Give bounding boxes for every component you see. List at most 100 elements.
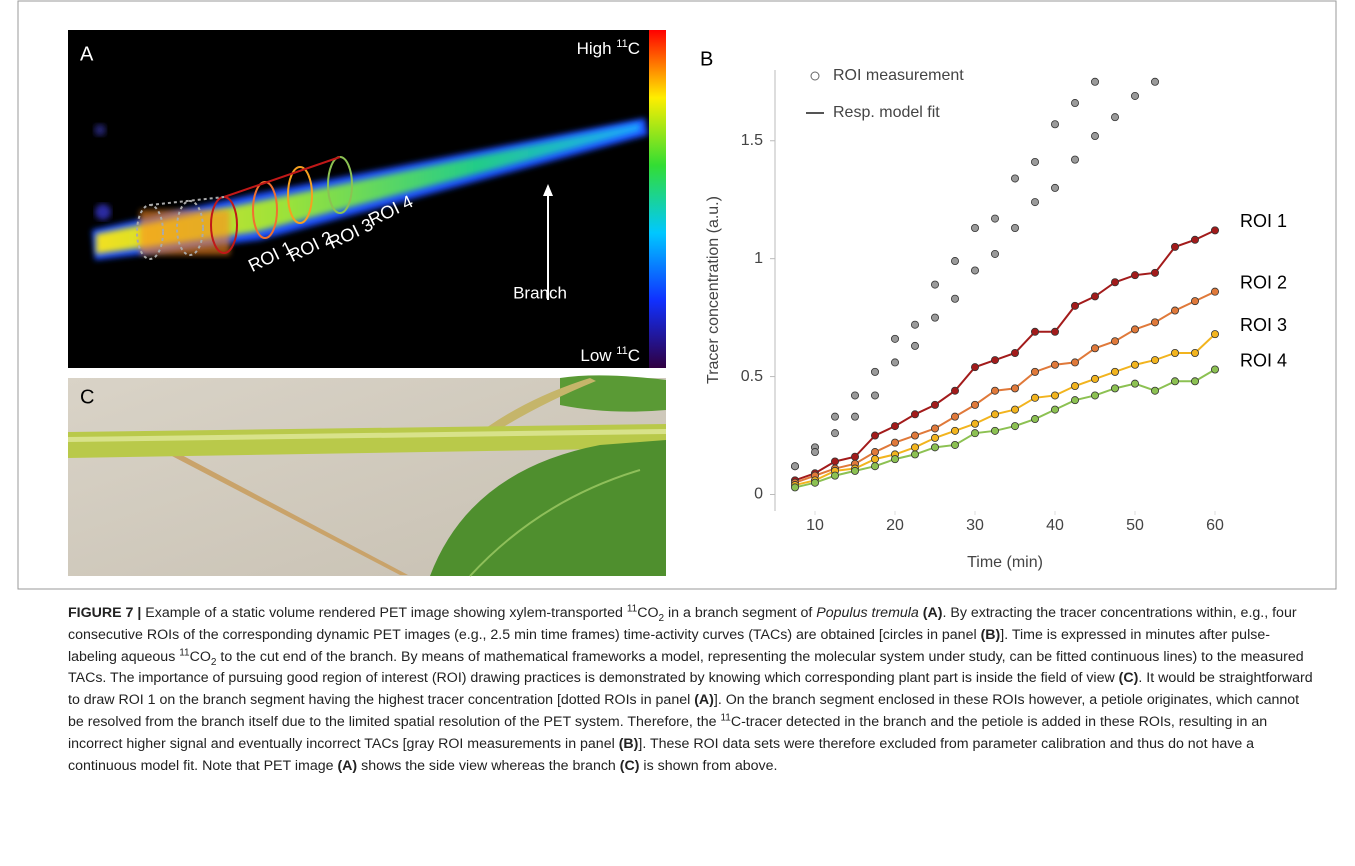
caption-run: in a branch segment of xyxy=(664,605,817,621)
data-point xyxy=(831,471,840,480)
data-point xyxy=(991,356,1000,365)
fit-line xyxy=(794,229,1216,482)
data-point xyxy=(1131,271,1140,280)
leaf-vein xyxy=(469,469,641,577)
data-point xyxy=(1151,318,1160,327)
data-point xyxy=(1151,386,1160,395)
data-point xyxy=(1011,384,1020,393)
data-point xyxy=(1011,422,1020,431)
color-bar xyxy=(649,30,666,368)
fit-line xyxy=(794,333,1216,487)
caption-run: Example of a static volume rendered PET … xyxy=(141,605,627,621)
panel-label: B xyxy=(700,48,713,70)
data-point xyxy=(891,438,900,447)
data-point xyxy=(1071,382,1080,391)
dotted-roi xyxy=(176,200,204,256)
data-point xyxy=(1071,396,1080,405)
caption-run: CO xyxy=(637,605,659,621)
data-point xyxy=(871,391,880,400)
data-point xyxy=(1071,155,1080,164)
data-point xyxy=(891,334,900,343)
x-tick-label: 20 xyxy=(886,517,904,534)
x-axis-label: Time (min) xyxy=(967,554,1043,571)
x-tick-label: 50 xyxy=(1126,517,1144,534)
noise xyxy=(95,204,111,220)
data-point xyxy=(951,440,960,449)
data-point xyxy=(1191,348,1200,357)
data-point xyxy=(951,412,960,421)
data-point xyxy=(1171,306,1180,315)
data-point xyxy=(971,429,980,438)
data-point xyxy=(1211,365,1220,374)
data-point xyxy=(1111,278,1120,287)
caption-run: CO xyxy=(189,648,211,665)
data-point xyxy=(811,448,820,457)
data-point xyxy=(991,249,1000,258)
series-label: ROI 4 xyxy=(1240,350,1287,370)
branch xyxy=(96,123,640,254)
data-point xyxy=(1071,358,1080,367)
data-point xyxy=(851,452,860,461)
data-point xyxy=(931,424,940,433)
panel-c: C xyxy=(68,375,666,577)
data-point xyxy=(1191,297,1200,306)
legend-label: ROI measurement xyxy=(833,67,964,84)
data-point xyxy=(931,443,940,452)
data-point xyxy=(1051,183,1060,192)
leaf xyxy=(430,440,666,576)
roi-outline xyxy=(287,166,313,224)
caption-run: 11 xyxy=(720,712,731,724)
data-point xyxy=(991,410,1000,419)
roi-edge xyxy=(223,156,341,198)
x-tick-label: 10 xyxy=(806,517,824,534)
data-point xyxy=(931,433,940,442)
data-point xyxy=(1031,415,1040,424)
data-point xyxy=(1031,157,1040,166)
data-point xyxy=(1151,268,1160,277)
panel-label: A xyxy=(80,43,94,65)
legend-label: Resp. model fit xyxy=(833,104,940,121)
caption-run: Populus tremula xyxy=(816,605,919,621)
data-point xyxy=(911,443,920,452)
data-point xyxy=(1051,327,1060,336)
data-point xyxy=(1011,174,1020,183)
data-point xyxy=(1031,198,1040,207)
data-point xyxy=(851,466,860,475)
data-point xyxy=(951,294,960,303)
series-label: ROI 1 xyxy=(1240,211,1287,231)
data-point xyxy=(971,224,980,233)
data-point xyxy=(871,448,880,457)
data-point xyxy=(971,266,980,275)
data-point xyxy=(971,363,980,372)
caption-run: C-tracer detected in the branch and the … xyxy=(68,713,1268,752)
y-axis-label: Tracer concentration (a.u.) xyxy=(705,196,722,384)
data-point xyxy=(911,431,920,440)
data-point xyxy=(911,410,920,419)
panel-b: B Tracer concentration (a.u.) Time (min)… xyxy=(700,48,1287,571)
caption-run: ]. These ROI data sets were therefore ex… xyxy=(68,735,1255,774)
caption-run: (A) xyxy=(922,605,943,621)
data-point xyxy=(951,257,960,266)
figure-frame xyxy=(17,0,1337,590)
data-point xyxy=(1211,330,1220,339)
data-point xyxy=(991,386,1000,395)
data-point xyxy=(1131,91,1140,100)
data-point xyxy=(991,426,1000,435)
low-label: Low 11C xyxy=(580,345,640,366)
data-point xyxy=(1011,224,1020,233)
data-point xyxy=(791,462,800,471)
y-tick-label: 1 xyxy=(754,250,763,267)
data-point xyxy=(1211,226,1220,235)
data-point xyxy=(931,400,940,409)
figure: A High 11C Low 11C ROI 1 ROI 2 ROI 3 ROI… xyxy=(17,0,1337,590)
data-point xyxy=(1111,367,1120,376)
branch-label: Branch xyxy=(513,283,567,302)
data-point xyxy=(1071,99,1080,108)
data-point xyxy=(1031,327,1040,336)
x-tick-label: 30 xyxy=(966,517,984,534)
data-point xyxy=(871,462,880,471)
data-point xyxy=(1131,360,1140,369)
data-point xyxy=(811,478,820,487)
data-point xyxy=(971,400,980,409)
